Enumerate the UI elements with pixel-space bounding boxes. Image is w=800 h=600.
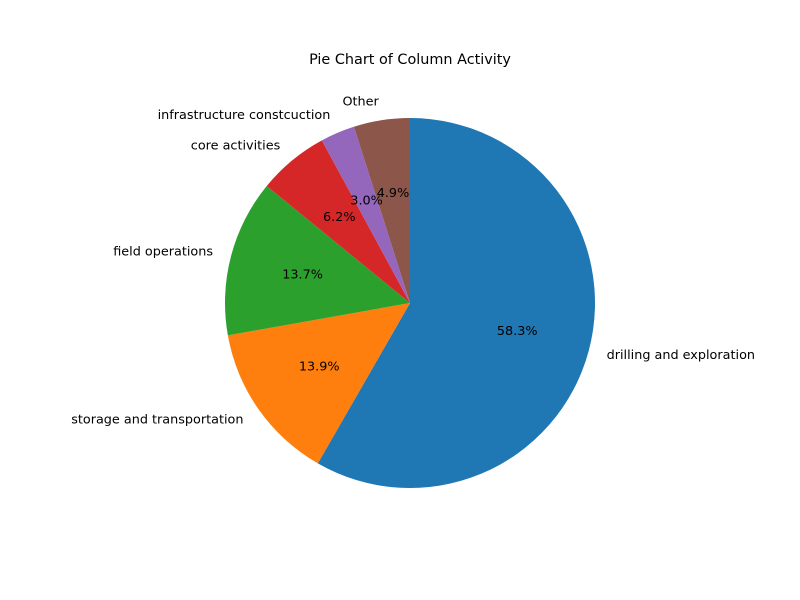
pie-slice [317, 118, 595, 489]
chart-title: Pie Chart of Column Activity [309, 52, 511, 68]
slice-percent-label: 58.3% [497, 324, 538, 339]
slice-label: core activities [191, 139, 281, 154]
slice-percent-label: 6.2% [323, 210, 356, 225]
slice-percent-label: 13.9% [299, 359, 340, 374]
slice-label: infrastructure constcuction [158, 108, 331, 123]
slice-percent-label: 13.7% [282, 268, 323, 283]
slice-label: storage and transportation [71, 413, 243, 428]
slice-label: drilling and exploration [607, 348, 755, 363]
pie-slice [321, 126, 410, 303]
slice-percent-label: 4.9% [377, 186, 410, 201]
slice-label: Other [342, 94, 379, 109]
percent-labels: 58.3% 13.9% 13.7% 6.2% 3.0%4.9% [282, 186, 537, 375]
slice-labels: drilling and exploration storage and tran… [71, 94, 755, 427]
pie-slice [227, 303, 410, 464]
pie-slice [353, 118, 410, 303]
pie-slice [266, 140, 410, 303]
pie-slices [225, 118, 595, 489]
pie-slice [225, 185, 410, 336]
slice-label: field operations [113, 244, 213, 259]
slice-percent-label: 3.0% [350, 193, 383, 208]
